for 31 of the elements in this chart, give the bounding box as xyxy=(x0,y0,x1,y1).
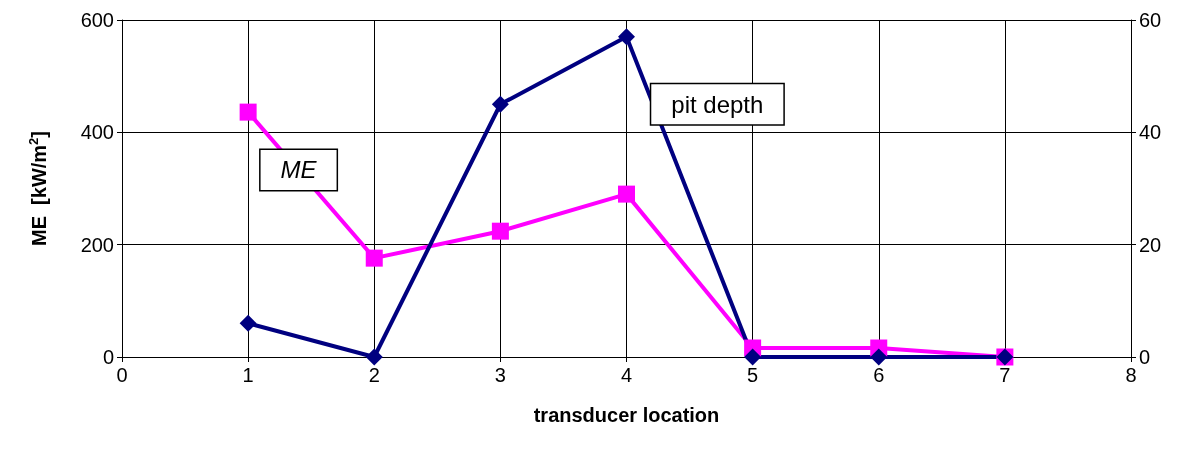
x-tick-label: 0 xyxy=(116,364,128,386)
y-tick-label: 0 xyxy=(102,346,114,368)
point xyxy=(239,314,257,332)
point xyxy=(365,249,383,267)
y-tick-label: 200 xyxy=(80,233,114,256)
point xyxy=(744,348,762,366)
point xyxy=(239,103,257,121)
x-tick-label: 3 xyxy=(494,364,506,386)
y-tick-label: 600 xyxy=(80,9,114,31)
x-tick-label: 1 xyxy=(242,364,254,386)
x-tick-label: 2 xyxy=(368,364,380,386)
y-tick-label: 400 xyxy=(80,121,114,144)
point xyxy=(365,348,383,366)
x-tick-label: 4 xyxy=(620,364,633,386)
x-axis-title: transducer location xyxy=(533,404,720,426)
y2-tick-label: 60 xyxy=(1139,9,1162,31)
x-tick-label: 6 xyxy=(873,364,885,386)
x-tick-label: 8 xyxy=(1125,364,1137,386)
series-label: pit depth xyxy=(671,90,764,118)
y2-tick-label: 0 xyxy=(1139,346,1151,368)
x-tick-label: 7 xyxy=(999,364,1011,386)
x-tick-label: 5 xyxy=(747,364,759,386)
y-axis-title: ME [kW/m2] xyxy=(26,130,50,247)
point xyxy=(491,95,509,113)
y2-tick-label: 40 xyxy=(1139,121,1162,144)
point xyxy=(618,185,635,203)
point xyxy=(618,28,635,46)
point xyxy=(491,222,509,240)
series-label: ME xyxy=(280,156,318,184)
point xyxy=(870,348,888,366)
y2-tick-label: 20 xyxy=(1139,233,1162,256)
